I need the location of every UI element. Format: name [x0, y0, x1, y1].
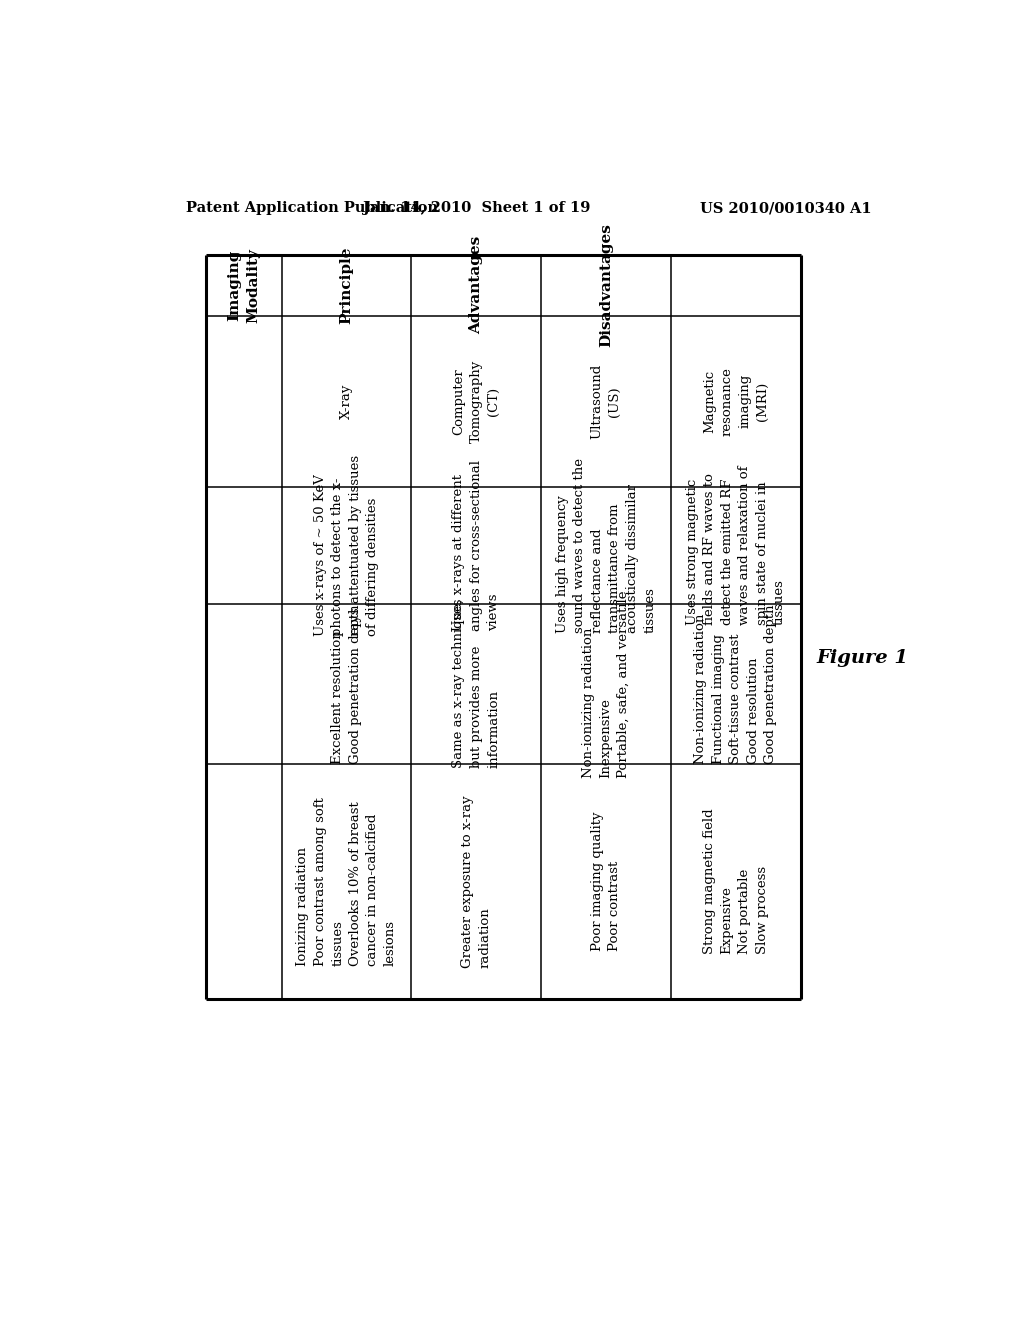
Text: Imaging
Modality: Imaging Modality — [227, 248, 260, 322]
Text: Uses x-rays at different
angles for cross-sectional
views: Uses x-rays at different angles for cros… — [453, 459, 501, 631]
Text: Non-ionizing radiation
Functional imaging
Soft-tissue contrast
Good resolution
G: Non-ionizing radiation Functional imagin… — [694, 605, 777, 764]
Text: Excellent resolution
Good penetration depth: Excellent resolution Good penetration de… — [332, 605, 361, 764]
Text: Uses high frequency
sound waves to detect the
reflectance and
transmittance from: Uses high frequency sound waves to detec… — [556, 458, 656, 632]
Text: X-ray: X-ray — [340, 384, 353, 418]
Text: Strong magnetic field
Expensive
Not portable
Slow process: Strong magnetic field Expensive Not port… — [703, 809, 769, 954]
Text: Greater exposure to x-ray
radiation: Greater exposure to x-ray radiation — [461, 795, 492, 968]
Text: Uses x-rays of ~ 50 KeV
photons to detect the x-
rays attentuated by tissues
of : Uses x-rays of ~ 50 KeV photons to detec… — [313, 455, 379, 636]
Text: Patent Application Publication: Patent Application Publication — [186, 202, 438, 215]
Text: Uses strong magnetic
fields and RF waves to
detect the emitted RF
waves and rela: Uses strong magnetic fields and RF waves… — [686, 466, 786, 626]
Text: Computer
Tomography
(CT): Computer Tomography (CT) — [453, 360, 501, 444]
Text: Advantages: Advantages — [469, 236, 483, 334]
Text: Non-ionizing radiation
Inexpensive
Portable, safe, and versatile: Non-ionizing radiation Inexpensive Porta… — [582, 590, 630, 777]
Text: Ionizing radiation
Poor contrast among soft
tissues
Overlooks 10% of breast
canc: Ionizing radiation Poor contrast among s… — [296, 797, 397, 966]
Text: Ultrasound
(US): Ultrasound (US) — [591, 364, 622, 440]
Text: Figure 1: Figure 1 — [817, 648, 908, 667]
Text: US 2010/0010340 A1: US 2010/0010340 A1 — [700, 202, 872, 215]
Text: Poor imaging quality
Poor contrast: Poor imaging quality Poor contrast — [591, 812, 622, 952]
Text: Same as x-ray technique,
but provides more
information: Same as x-ray technique, but provides mo… — [453, 599, 501, 768]
Text: Magnetic
resonance
imaging
(MRI): Magnetic resonance imaging (MRI) — [703, 367, 769, 436]
Text: Disadvantages: Disadvantages — [599, 223, 613, 347]
Text: Jan. 14, 2010  Sheet 1 of 19: Jan. 14, 2010 Sheet 1 of 19 — [364, 202, 591, 215]
Text: Principle: Principle — [340, 247, 353, 323]
